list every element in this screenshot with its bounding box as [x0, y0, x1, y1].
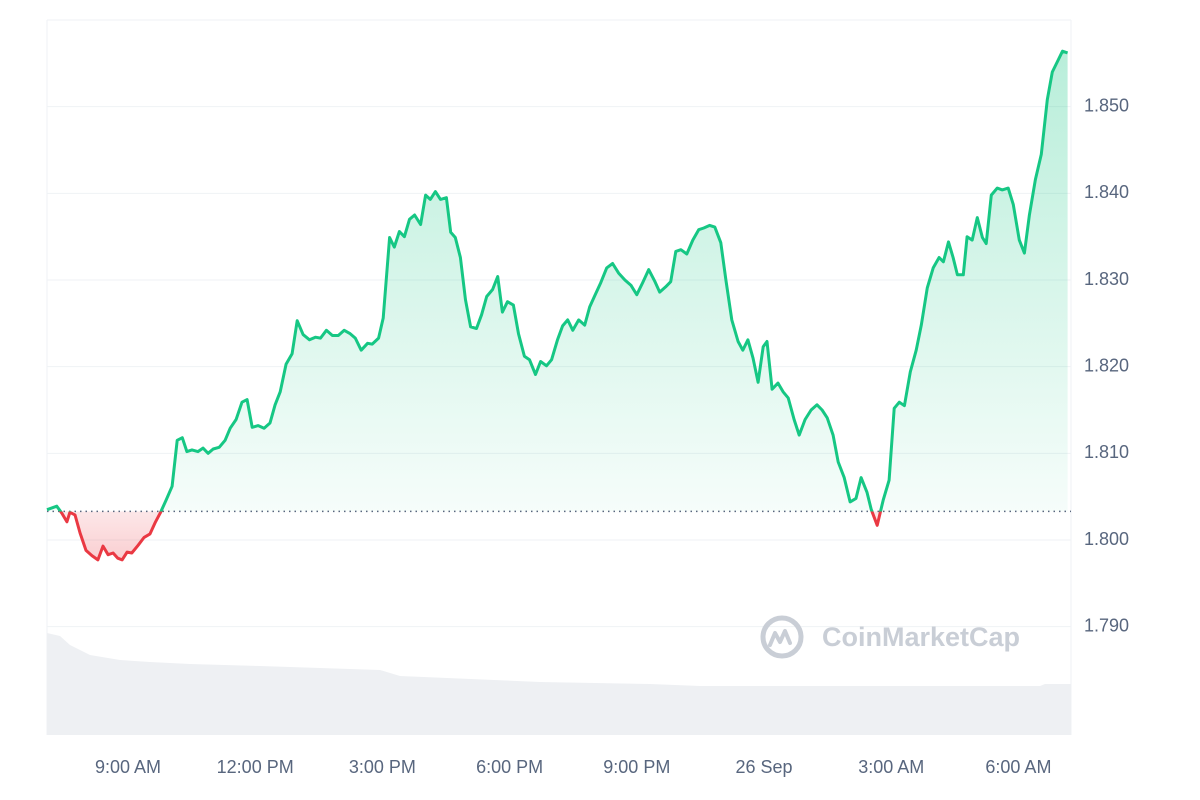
x-tick-label: 9:00 PM: [603, 757, 670, 777]
y-tick-label: 1.800: [1084, 529, 1129, 549]
x-tick-label: 6:00 PM: [476, 757, 543, 777]
y-tick-label: 1.850: [1084, 95, 1129, 115]
price-line: [46, 49, 1069, 562]
x-tick-label: 9:00 AM: [95, 757, 161, 777]
x-tick-label: 3:00 PM: [349, 757, 416, 777]
label-layer: 1.790 1.800 1.810 1.820 1.830 1.840 1.850 9:00 …: [95, 95, 1129, 776]
y-tick-label: 1.810: [1084, 442, 1129, 462]
volume-area: [47, 633, 1071, 735]
watermark-text: CoinMarketCap: [822, 622, 1020, 652]
data-layer: [46, 49, 1071, 562]
x-tick-label: 12:00 PM: [217, 757, 294, 777]
watermark: [760, 615, 804, 659]
y-tick-label: 1.830: [1084, 269, 1129, 289]
price-area: [47, 51, 1068, 560]
watermark-logo-wave: [768, 629, 792, 647]
x-tick-label: 26 Sep: [735, 757, 792, 777]
watermark-logo: [760, 615, 804, 659]
x-tick-label: 3:00 AM: [858, 757, 924, 777]
y-tick-label: 1.820: [1084, 355, 1129, 375]
x-tick-label: 6:00 AM: [985, 757, 1051, 777]
y-tick-label: 1.840: [1084, 182, 1129, 202]
y-tick-label: 1.790: [1084, 615, 1129, 635]
